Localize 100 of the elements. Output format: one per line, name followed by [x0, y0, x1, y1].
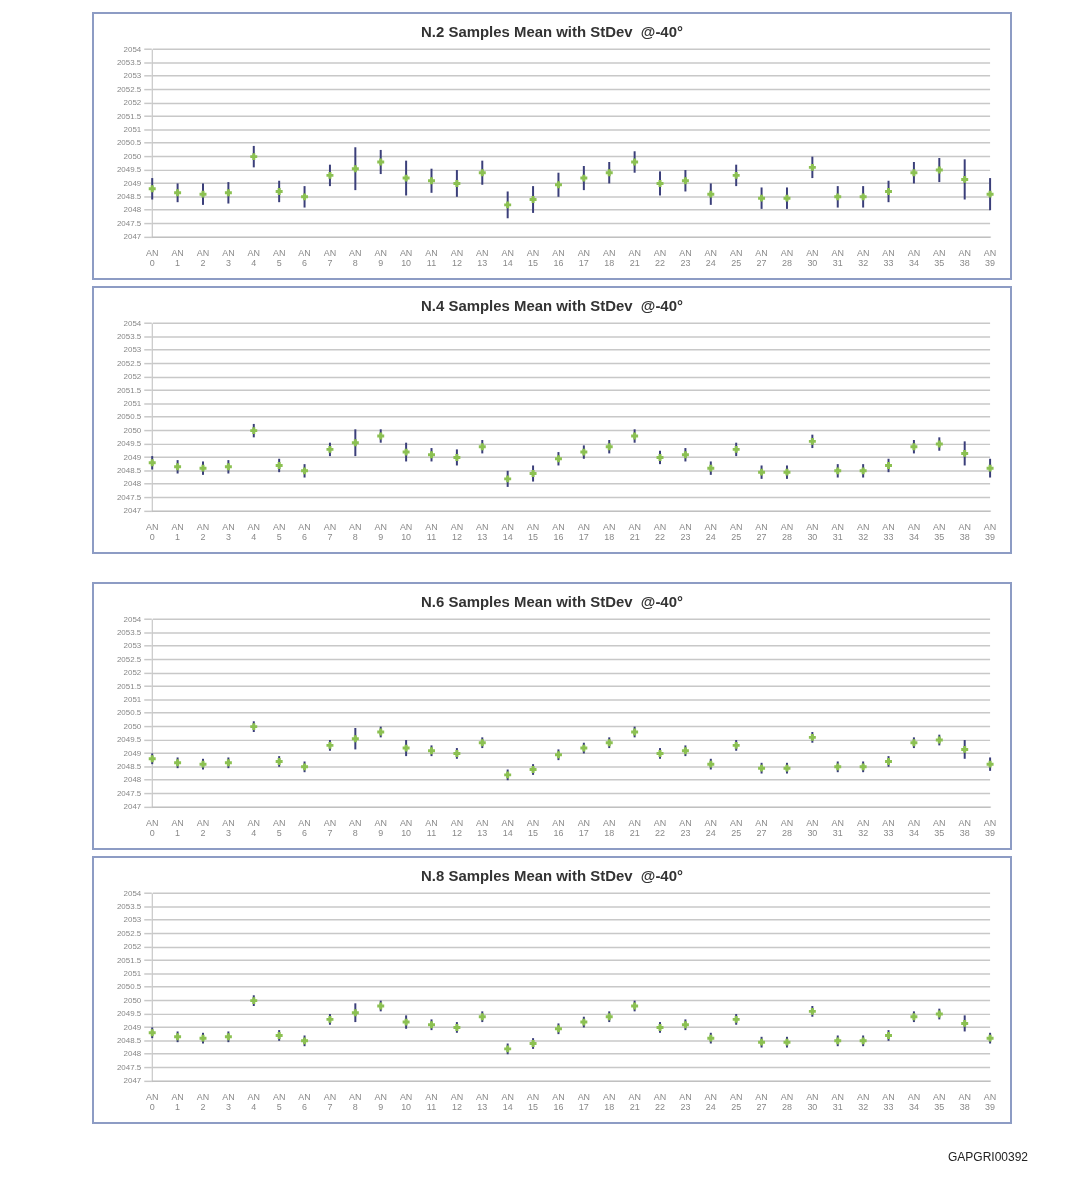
x-tick-label: AN 27: [755, 817, 768, 839]
x-tick-label: AN 16: [552, 1091, 565, 1113]
x-tick-label: AN 38: [958, 521, 971, 543]
x-tick-label: AN 12: [450, 247, 464, 269]
x-tick-label: AN 31: [831, 521, 844, 543]
x-tick-label: AN 9: [374, 521, 387, 543]
x-tick-label: AN 28: [780, 817, 794, 839]
x-tick-label: AN 6: [298, 521, 311, 543]
x-tick-label: AN 0: [145, 247, 159, 269]
x-tick-label: AN 32: [856, 521, 870, 543]
x-tick-label: AN 2: [196, 1091, 210, 1113]
x-tick-label: AN 38: [958, 817, 971, 839]
x-tick-label: AN 34: [907, 521, 921, 543]
x-tick-label: AN 10: [399, 817, 413, 839]
x-tick-label: AN 10: [399, 1091, 413, 1113]
x-tick-label: AN 31: [831, 817, 844, 839]
x-tick-label: AN 33: [882, 1091, 895, 1113]
x-tick-label: AN 3: [222, 521, 235, 543]
x-tick-label: AN 27: [755, 247, 768, 269]
x-tick-label: AN 7: [323, 1091, 337, 1113]
x-tick-label: AN 24: [704, 817, 718, 839]
x-tick-label: AN 22: [653, 521, 667, 543]
x-tick-label: AN 8: [349, 247, 362, 269]
x-tick-label: AN 15: [526, 1091, 540, 1113]
x-tick-label: AN 18: [603, 247, 616, 269]
x-tick-label: AN 0: [145, 521, 159, 543]
x-tick-label: AN 35: [933, 521, 946, 543]
x-tick-label: AN 25: [729, 1091, 743, 1113]
x-tick-label: AN 2: [196, 521, 210, 543]
x-tick-label: AN 21: [628, 817, 641, 839]
x-tick-label: AN 39: [983, 521, 997, 543]
x-tick-label: AN 23: [679, 247, 692, 269]
x-tick-label: AN 30: [806, 247, 819, 269]
x-tick-label: AN 22: [653, 817, 667, 839]
x-tick-label: AN 27: [755, 521, 768, 543]
x-tick-label: AN 23: [679, 521, 692, 543]
x-tick-label: AN 13: [476, 1091, 489, 1113]
x-tick-label: AN 9: [374, 1091, 387, 1113]
x-tick-label: AN 5: [272, 1091, 286, 1113]
x-tick-label: AN 17: [577, 1091, 591, 1113]
x-tick-label: AN 2: [196, 817, 210, 839]
x-tick-label: AN 39: [983, 247, 997, 269]
x-tick-label: AN 13: [476, 521, 489, 543]
x-tick-label: AN 14: [501, 521, 514, 543]
x-tick-label: AN 16: [552, 817, 565, 839]
x-tick-label: AN 15: [526, 247, 540, 269]
x-tick-label: AN 32: [856, 817, 870, 839]
x-tick-label: AN 8: [349, 521, 362, 543]
x-tick-label: AN 21: [628, 1091, 641, 1113]
x-tick-label: AN 4: [247, 1091, 260, 1113]
x-tick-label: AN 33: [882, 247, 895, 269]
x-tick-label: AN 6: [298, 817, 311, 839]
x-tick-label: AN 23: [679, 817, 692, 839]
x-tick-label: AN 5: [272, 247, 286, 269]
x-tick-label: AN 1: [171, 247, 184, 269]
x-tick-label: AN 11: [425, 1091, 438, 1113]
x-tick-label: AN 6: [298, 1091, 311, 1113]
x-tick-label: AN 24: [704, 247, 718, 269]
x-tick-label: AN 34: [907, 247, 921, 269]
x-tick-label: AN 10: [399, 247, 413, 269]
x-tick-label: AN 24: [704, 521, 718, 543]
text: GAPGRI00392: [946, 1150, 1028, 1164]
chart-title: N.8 Samples Mean with StDev @-40°: [421, 867, 683, 884]
x-tick-label: AN 12: [450, 817, 464, 839]
x-tick-label: AN 34: [907, 1091, 921, 1113]
x-tick-label: AN 12: [450, 521, 464, 543]
x-tick-label: AN 17: [577, 247, 591, 269]
x-tick-label: AN 30: [806, 1091, 819, 1113]
x-tick-label: AN 0: [145, 817, 159, 839]
x-tick-label: AN 39: [983, 817, 997, 839]
x-tick-label: AN 25: [729, 247, 743, 269]
x-tick-label: AN 10: [399, 521, 413, 543]
x-tick-label: AN 18: [603, 1091, 616, 1113]
x-tick-label: AN 21: [628, 521, 641, 543]
x-tick-label: AN 7: [323, 521, 337, 543]
chart-title: N.6 Samples Mean with StDev @-40°: [421, 593, 683, 610]
x-tick-label: AN 14: [501, 817, 514, 839]
x-tick-label: AN 17: [577, 521, 591, 543]
x-tick-label: AN 11: [425, 817, 438, 839]
x-tick-label: AN 11: [425, 521, 438, 543]
x-tick-label: AN 24: [704, 1091, 718, 1113]
x-tick-label: AN 32: [856, 247, 870, 269]
x-tick-label: AN 3: [222, 1091, 235, 1113]
x-tick-label: AN 8: [349, 817, 362, 839]
x-tick-label: AN 22: [653, 1091, 667, 1113]
x-tick-label: AN 18: [603, 521, 616, 543]
x-tick-label: AN 14: [501, 247, 514, 269]
x-tick-label: AN 0: [145, 1091, 159, 1113]
x-tick-label: AN 15: [526, 817, 540, 839]
x-tick-label: AN 13: [476, 247, 489, 269]
x-tick-label: AN 11: [425, 247, 438, 269]
x-tick-label: AN 31: [831, 1091, 844, 1113]
x-tick-label: AN 30: [806, 817, 819, 839]
x-tick-label: AN 22: [653, 247, 667, 269]
x-tick-label: AN 27: [755, 1091, 768, 1113]
x-tick-label: AN 9: [374, 247, 387, 269]
x-tick-label: AN 15: [526, 521, 540, 543]
chart-title: N.4 Samples Mean with StDev @-40°: [421, 297, 683, 314]
x-tick-label: AN 3: [222, 817, 235, 839]
x-tick-label: AN 35: [933, 247, 946, 269]
